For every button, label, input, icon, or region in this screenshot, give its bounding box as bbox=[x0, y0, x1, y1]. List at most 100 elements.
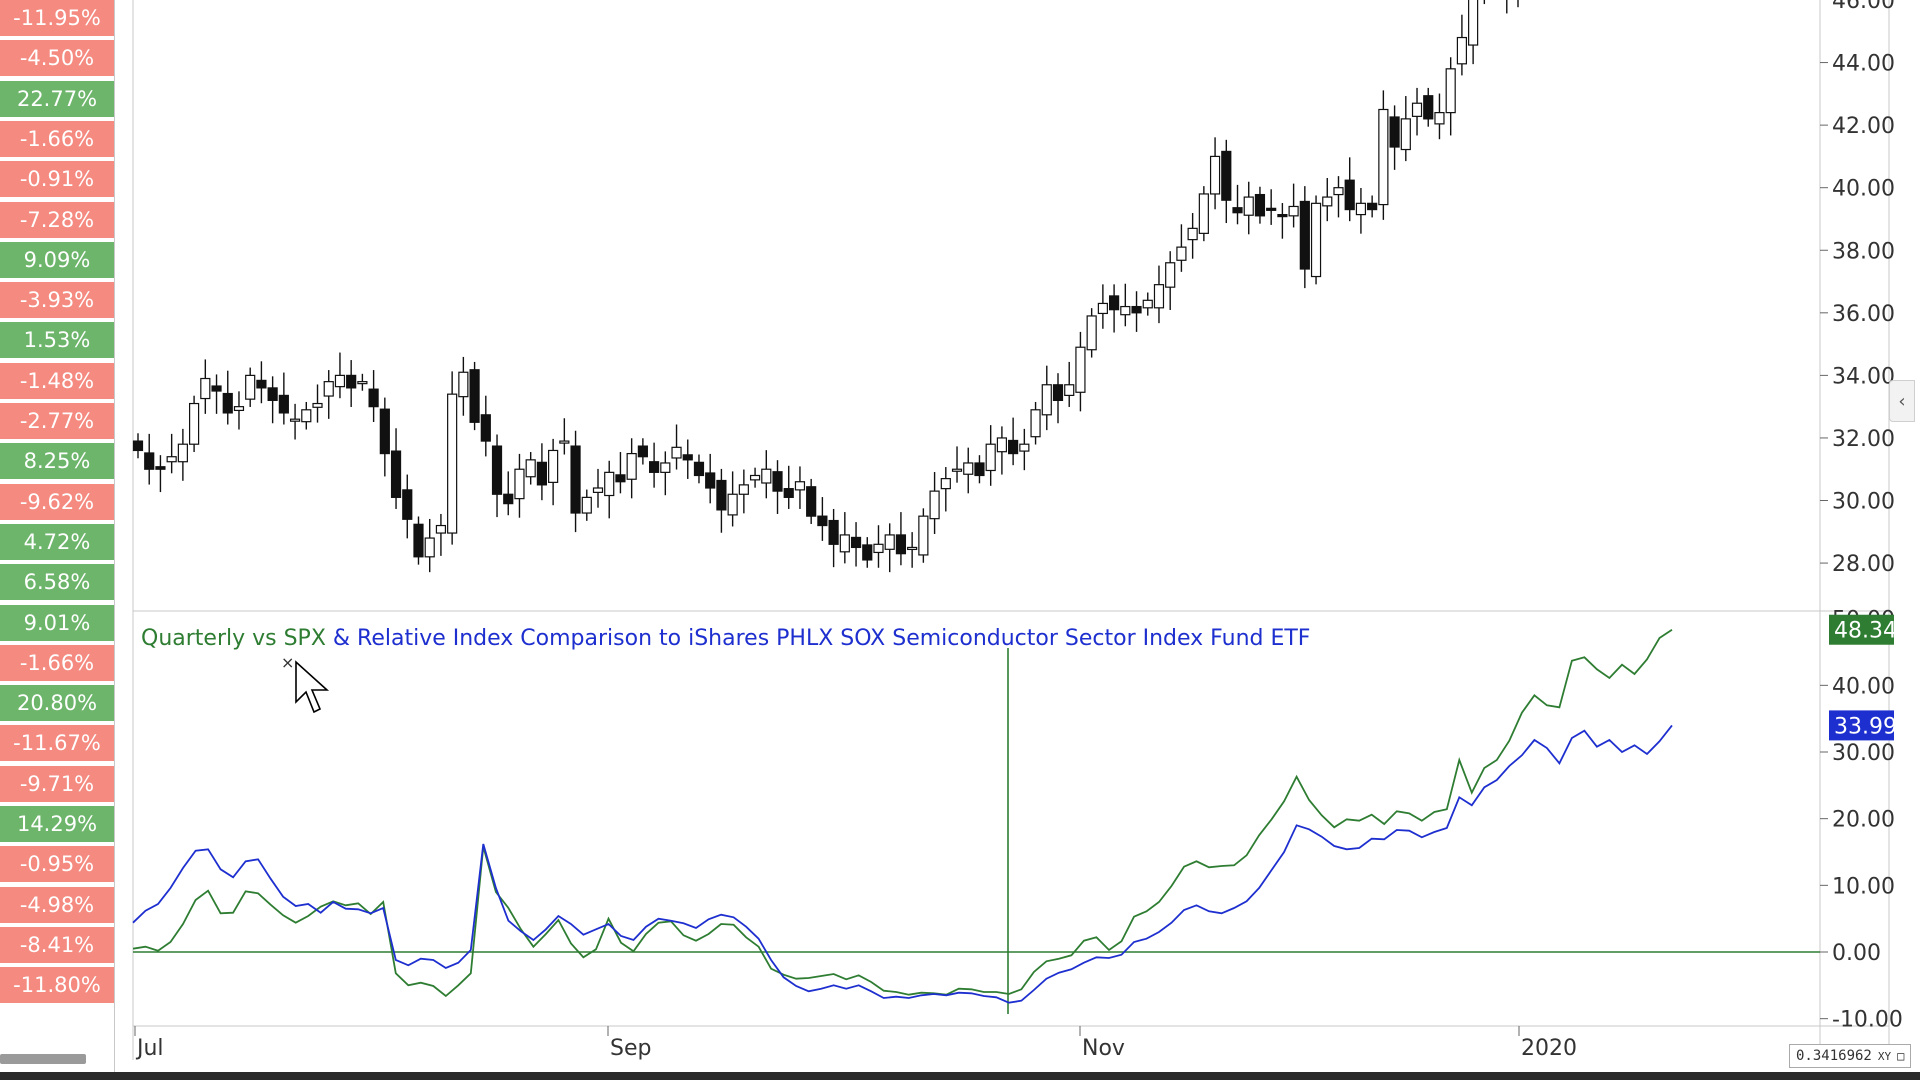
candle-body bbox=[1052, 384, 1064, 402]
last-value-label: 48.34 bbox=[1834, 619, 1897, 644]
candle-body bbox=[1456, 36, 1468, 65]
candle-body bbox=[918, 515, 929, 556]
candle-body bbox=[1288, 205, 1299, 217]
candle-body bbox=[1232, 207, 1243, 214]
performance-item[interactable]: 9.01% bbox=[0, 604, 114, 643]
performance-item[interactable]: 20.80% bbox=[0, 685, 114, 724]
chevron-left-icon[interactable]: ‹ bbox=[1889, 380, 1915, 422]
candle-body bbox=[592, 487, 604, 493]
candle-body bbox=[301, 409, 312, 423]
performance-item[interactable]: -11.67% bbox=[0, 725, 114, 764]
title-part-quarterly: Quarterly vs SPX bbox=[141, 626, 333, 651]
candle-body bbox=[996, 437, 1008, 453]
candle-body bbox=[626, 452, 637, 480]
candle-body bbox=[806, 486, 817, 517]
performance-item[interactable]: -4.98% bbox=[0, 886, 114, 925]
candle-body bbox=[1254, 193, 1266, 217]
candle-body bbox=[166, 456, 177, 463]
last-value-badge bbox=[1829, 614, 1894, 645]
performance-item[interactable]: -3.93% bbox=[0, 282, 114, 321]
xy-value: 0.3416962 bbox=[1796, 1048, 1872, 1064]
candle-body bbox=[660, 462, 671, 473]
candle-body bbox=[907, 546, 918, 551]
lock-icon[interactable]: □ bbox=[1897, 1049, 1905, 1063]
indicator-title: Quarterly vs SPX & Relative Index Compar… bbox=[141, 626, 1310, 651]
candle-body bbox=[390, 450, 402, 498]
performance-item[interactable]: 14.29% bbox=[0, 806, 114, 844]
candle-body bbox=[1423, 95, 1434, 120]
performance-item[interactable]: -8.41% bbox=[0, 926, 114, 965]
candle-body bbox=[727, 493, 738, 516]
candle-body bbox=[424, 537, 435, 558]
performance-item[interactable]: 8.25% bbox=[0, 443, 114, 482]
candle-body bbox=[716, 479, 727, 511]
performance-item[interactable]: -1.66% bbox=[0, 644, 114, 683]
candle-body bbox=[413, 523, 424, 558]
candle-body bbox=[144, 452, 155, 470]
title-part-relative: & Relative Index Comparison to iShares P… bbox=[333, 626, 1311, 651]
candle-body bbox=[357, 381, 368, 385]
candle-body bbox=[637, 445, 648, 458]
performance-item[interactable]: -0.91% bbox=[0, 161, 114, 200]
candle-body bbox=[1378, 108, 1389, 206]
candle-body bbox=[379, 408, 390, 455]
candle-body bbox=[334, 374, 346, 388]
candle-body bbox=[1198, 193, 1209, 234]
xy-readout: 0.3416962 XY □ bbox=[1789, 1044, 1912, 1068]
performance-list: -11.95% -4.50% 22.77% -1.66% -0.91% -7.28% 9.0… bbox=[0, 0, 114, 1080]
performance-item[interactable]: -4.50% bbox=[0, 40, 114, 79]
candle-body bbox=[1030, 409, 1041, 438]
candle-body bbox=[817, 515, 828, 527]
price-tick-label: 30.00 bbox=[1832, 490, 1895, 515]
candle-body bbox=[525, 459, 536, 478]
date-tick-label: Nov bbox=[1082, 1036, 1125, 1061]
candle-body bbox=[850, 536, 862, 549]
candle-body bbox=[604, 471, 615, 497]
performance-item[interactable]: -2.77% bbox=[0, 403, 114, 441]
performance-item[interactable]: 6.58% bbox=[0, 564, 114, 603]
candle-body bbox=[884, 534, 895, 550]
candle-body bbox=[940, 478, 951, 490]
performance-item[interactable]: -1.48% bbox=[0, 362, 114, 401]
performance-item[interactable]: -11.95% bbox=[0, 0, 114, 38]
indicator-tick-label: 0.00 bbox=[1832, 941, 1881, 966]
candle-body bbox=[536, 461, 548, 486]
candle-body bbox=[289, 418, 301, 422]
performance-item[interactable]: -9.71% bbox=[0, 765, 114, 804]
candle-body bbox=[974, 462, 985, 477]
price-tick-label: 36.00 bbox=[1832, 302, 1895, 327]
price-tick-label: 46.00 bbox=[1832, 0, 1895, 14]
candle-body bbox=[1041, 384, 1052, 416]
mouse-pointer-icon bbox=[295, 660, 330, 714]
candle-body bbox=[1400, 118, 1411, 151]
candle-body bbox=[458, 371, 469, 398]
performance-item[interactable]: 22.77% bbox=[0, 80, 114, 119]
performance-item[interactable]: 4.72% bbox=[0, 523, 114, 562]
performance-item[interactable]: -11.80% bbox=[0, 967, 114, 1006]
performance-item[interactable]: -0.95% bbox=[0, 846, 114, 885]
candle-body bbox=[1075, 346, 1086, 393]
candle-body bbox=[783, 488, 794, 498]
candle-body bbox=[480, 414, 491, 442]
performance-item[interactable]: -9.62% bbox=[0, 483, 114, 522]
candle-body bbox=[278, 394, 289, 414]
candle-body bbox=[1434, 112, 1445, 125]
candle-body bbox=[749, 474, 761, 481]
horizontal-scrollbar[interactable] bbox=[0, 1054, 86, 1064]
candle-body bbox=[1131, 305, 1142, 314]
candle-body bbox=[1333, 187, 1344, 196]
candles bbox=[132, 0, 1519, 573]
candle-body bbox=[1153, 284, 1165, 309]
performance-item[interactable]: -1.66% bbox=[0, 120, 114, 159]
price-tick-label: 28.00 bbox=[1832, 552, 1895, 577]
performance-item[interactable]: 1.53% bbox=[0, 322, 114, 361]
candle-body bbox=[177, 443, 188, 463]
bottom-bar bbox=[0, 1072, 1920, 1080]
candle-body bbox=[155, 466, 166, 470]
price-tick-label: 38.00 bbox=[1832, 239, 1895, 264]
performance-item[interactable]: 9.09% bbox=[0, 241, 114, 280]
candle-body bbox=[1266, 207, 1277, 211]
performance-item[interactable]: -7.28% bbox=[0, 201, 114, 240]
price-tick-label: 44.00 bbox=[1832, 52, 1895, 77]
